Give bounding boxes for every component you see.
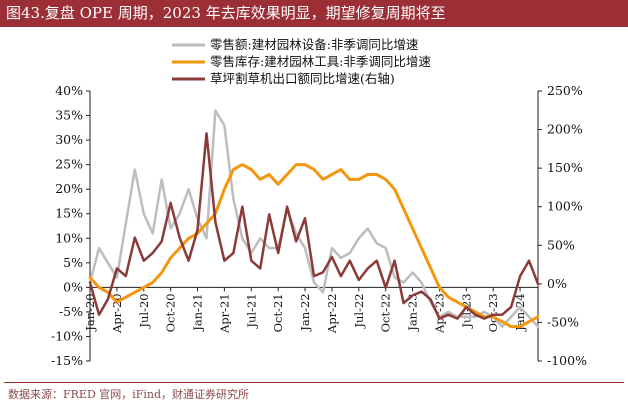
left-axis-tick-label: 0%	[63, 279, 83, 294]
series-line-1	[88, 109, 540, 328]
left-axis-tick-label: 25%	[55, 157, 83, 172]
x-axis-tick-label: Jan-23	[406, 293, 420, 331]
chart-series-layer	[88, 109, 540, 329]
x-axis-tick-label: Apr-23	[432, 293, 446, 334]
right-axis-tick-label: 150%	[547, 160, 583, 175]
x-axis-tick-label: Apr-22	[325, 293, 339, 334]
x-axis-tick-label: Apr-20	[110, 293, 124, 334]
left-axis-tick-label: 20%	[55, 181, 83, 196]
source-note: 数据来源：FRED 官网，iFind，财通证券研究所	[8, 388, 250, 401]
right-axis-tick-label: 100%	[547, 199, 583, 214]
left-axis-tick-label: 40%	[55, 83, 83, 98]
x-axis-tick-label: Jul-21	[244, 293, 258, 328]
chart-legend: 零售额:建材园林设备:非季调同比增速零售库存:建材园林工具:非季调同比增速草坪割…	[172, 37, 431, 86]
right-axis-tick-label: -100%	[547, 353, 587, 368]
left-axis-tick-label: -10%	[51, 328, 83, 343]
left-axis-tick-label: -15%	[51, 353, 83, 368]
legend-label-3: 草坪割草机出口额同比增速(右轴)	[210, 71, 395, 86]
x-axis-tick-label: Apr-21	[217, 293, 231, 334]
x-axis-tick-label: Oct-20	[164, 293, 178, 332]
right-axis-tick-label: 50%	[547, 237, 575, 252]
legend-label-1: 零售额:建材园林设备:非季调同比增速	[210, 37, 419, 52]
source-divider	[4, 382, 624, 383]
right-axis-tick-label: 0%	[547, 276, 567, 291]
left-axis-tick-label: -5%	[59, 304, 83, 319]
right-axis-tick-label: 250%	[547, 83, 583, 98]
x-axis-tick-label: Jan-24	[513, 293, 527, 331]
left-axis-tick-label: 30%	[55, 132, 83, 147]
left-axis-tick-label: 35%	[55, 108, 83, 123]
series-line-3	[88, 132, 540, 320]
x-axis-tick-label: Jan-21	[191, 293, 205, 331]
x-axis-tick-label: Oct-23	[486, 293, 500, 332]
left-axis-tick-label: 10%	[55, 230, 83, 245]
chart-axes: -15% -10% -5% 0% 5% 10% 15% 20% 25% 30% 35% 40% -100…	[51, 83, 587, 368]
x-axis-tick-label: Oct-22	[379, 293, 393, 332]
x-axis-tick-label: Oct-21	[271, 293, 285, 332]
legend-label-2: 零售库存:建材园林工具:非季调同比增速	[210, 54, 431, 69]
figure-title: 图43.复盘 OPE 周期，2023 年去库效果明显，期望修复周期将至	[0, 0, 628, 27]
series-line-2	[88, 163, 540, 329]
x-axis-tick-label: Jan-22	[298, 293, 312, 331]
left-axis-tick-label: 15%	[55, 206, 83, 221]
right-axis-tick-label: 200%	[547, 122, 583, 137]
x-axis-tick-label: Jul-20	[137, 293, 151, 328]
right-axis-tick-label: -50%	[547, 314, 579, 329]
x-axis-tick-label: Jul-23	[459, 293, 473, 328]
x-axis-tick-label: Jul-22	[352, 293, 366, 328]
x-axis-tick-label: Jan-20	[83, 293, 97, 331]
left-axis-tick-label: 5%	[63, 255, 83, 270]
